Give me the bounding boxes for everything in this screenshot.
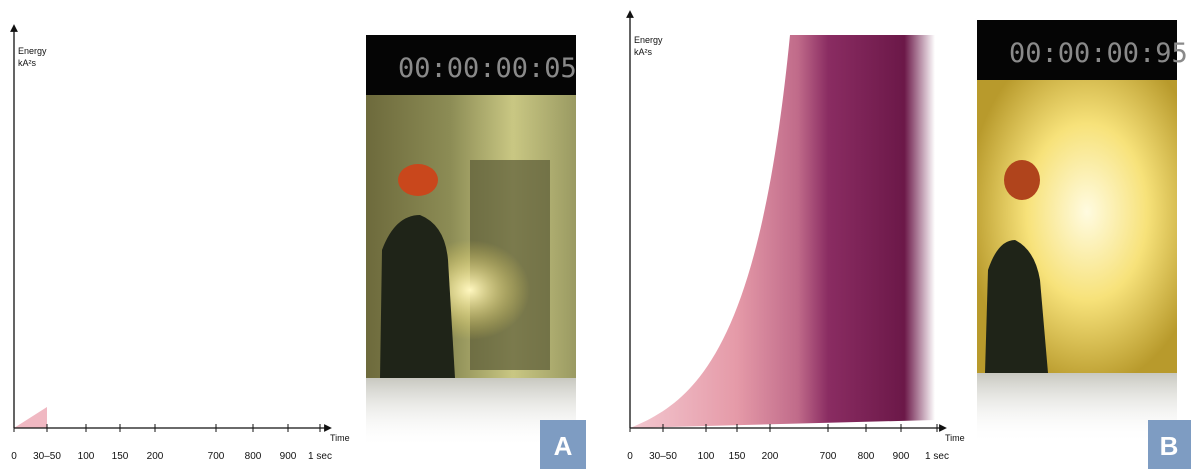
tick-label: 100 <box>698 451 715 462</box>
axis-unit: kA²s <box>18 58 37 68</box>
tick-label: 30–50 <box>33 451 61 462</box>
tick-label: 700 <box>820 451 837 462</box>
tick-label: 200 <box>762 451 779 462</box>
panel-a-chart: Energy kA²s Time 0 30–50 100 150 200 700 800 90… <box>10 24 350 462</box>
tick-label: 200 <box>147 451 164 462</box>
axis-label: Energy <box>18 46 47 56</box>
tick-label: 0 <box>11 451 17 462</box>
tick-label: 1 sec <box>925 451 949 462</box>
tick-label: 800 <box>858 451 875 462</box>
video-frame-a: 00:00:00:05 <box>366 35 577 448</box>
letter-badge <box>1148 420 1191 469</box>
letter-badge <box>540 420 586 469</box>
tick-label: 700 <box>208 451 225 462</box>
timestamp: 00:00:00:95 <box>1009 38 1188 69</box>
axis-label: Time <box>330 433 350 443</box>
energy-area <box>630 35 935 428</box>
tick-labels: 0 30–50 100 150 200 700 800 900 1 sec <box>11 424 332 462</box>
tick-label: 900 <box>280 451 297 462</box>
tick-label: 100 <box>78 451 95 462</box>
energy-area <box>14 407 47 428</box>
panel-b-chart: Energy kA²s Time 0 30–50 100 150 200 700 800 90… <box>626 10 965 462</box>
panel-letter: A <box>554 431 573 461</box>
tick-label: 1 sec <box>308 451 332 462</box>
tick-label: 800 <box>245 451 262 462</box>
axis-label: Energy <box>634 35 663 45</box>
axis-label: Time <box>945 433 965 443</box>
timestamp: 00:00:00:05 <box>398 53 577 84</box>
tick-labels: 0 30–50 100 150 200 700 800 900 1 sec <box>627 424 949 462</box>
video-frame-b: 00:00:00:95 <box>977 20 1188 443</box>
tick-label: 900 <box>893 451 910 462</box>
tick-label: 0 <box>627 451 633 462</box>
tick-label: 150 <box>112 451 129 462</box>
panel-letter: B <box>1160 431 1179 461</box>
tick-label: 150 <box>729 451 746 462</box>
tick-label: 30–50 <box>649 451 677 462</box>
axis-unit: kA²s <box>634 47 653 57</box>
